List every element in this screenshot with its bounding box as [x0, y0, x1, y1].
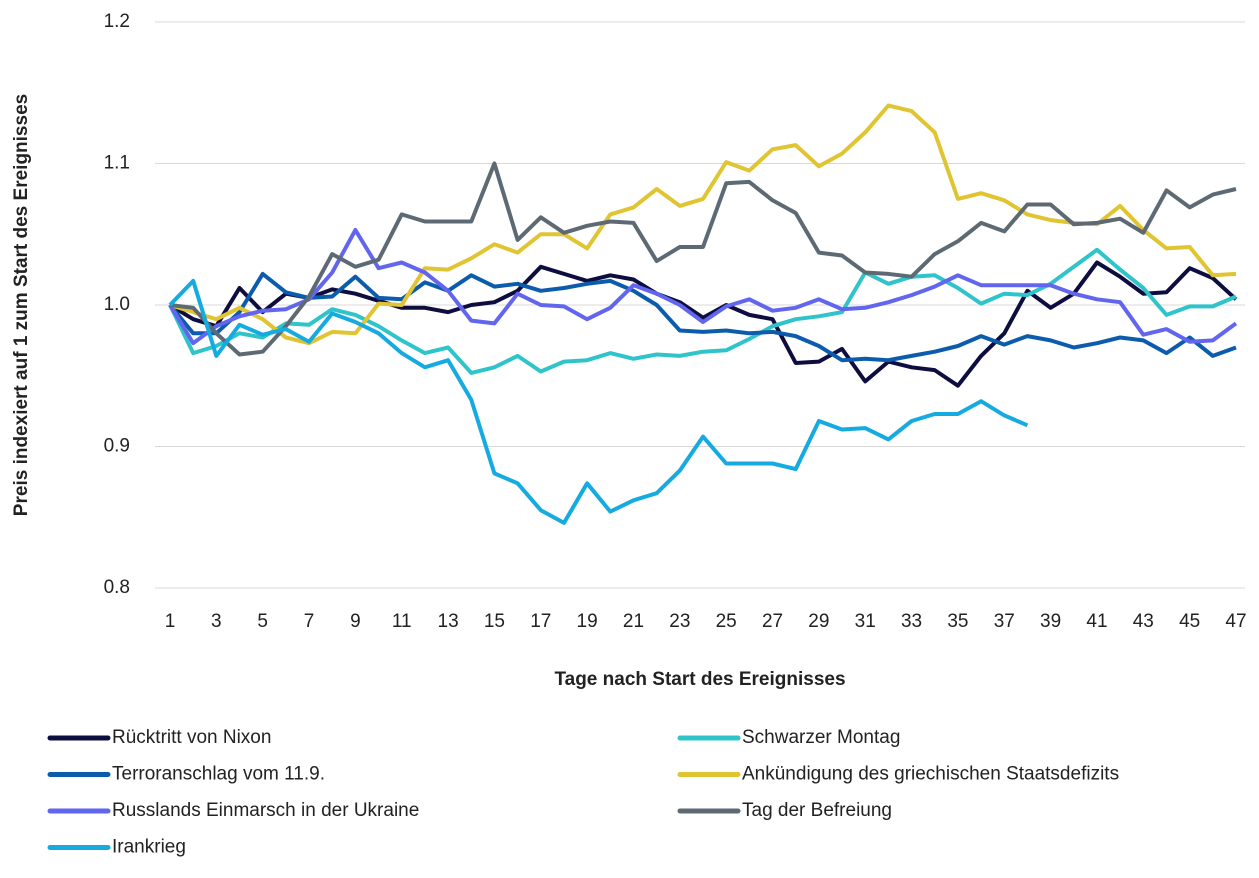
- y-axis-label: Preis indexiert auf 1 zum Start des Erei…: [11, 94, 32, 516]
- legend-label: Rücktritt von Nixon: [112, 727, 271, 748]
- x-tick-label: 5: [257, 611, 268, 632]
- series-line: [168, 247, 1237, 375]
- y-tick-label: 1.0: [104, 294, 130, 315]
- series-line: [168, 278, 1029, 525]
- legend-label: Tag der Befreiung: [742, 800, 892, 821]
- x-tick-label: 41: [1086, 611, 1107, 632]
- y-tick-label: 1.2: [104, 11, 130, 32]
- legend-label: Terroranschlag vom 11.9.: [112, 764, 325, 785]
- y-tick-label: 0.9: [104, 436, 130, 457]
- series-line: [168, 271, 1237, 363]
- x-tick-label: 1: [165, 611, 176, 632]
- x-tick-label: 43: [1133, 611, 1154, 632]
- x-tick-label: 21: [623, 611, 644, 632]
- x-tick-label: 37: [994, 611, 1015, 632]
- series-line: [168, 260, 1238, 388]
- x-tick-label: 15: [484, 611, 505, 632]
- series-line: [168, 228, 1238, 346]
- y-tick-label: 1.1: [104, 153, 130, 174]
- x-tick-label: 27: [762, 611, 783, 632]
- x-tick-label: 47: [1225, 611, 1246, 632]
- x-tick-label: 13: [438, 611, 459, 632]
- x-tick-label: 7: [304, 611, 315, 632]
- series-line: [169, 161, 1237, 357]
- legend-label: Ankündigung des griechischen Staatsdefiz…: [742, 764, 1119, 785]
- x-tick-label: 35: [947, 611, 968, 632]
- y-tick-label: 0.8: [104, 577, 130, 598]
- x-tick-label: 25: [716, 611, 737, 632]
- series-line: [169, 103, 1237, 346]
- x-tick-label: 11: [392, 611, 412, 632]
- x-tick-label: 29: [808, 611, 829, 632]
- x-tick-label: 45: [1179, 611, 1200, 632]
- legend-label: Schwarzer Montag: [742, 727, 900, 748]
- x-tick-label: 39: [1040, 611, 1061, 632]
- legend-label: Russlands Einmarsch in der Ukraine: [112, 800, 419, 821]
- x-tick-label: 3: [211, 611, 222, 632]
- x-tick-label: 19: [577, 611, 598, 632]
- x-tick-label: 33: [901, 611, 922, 632]
- x-tick-label: 31: [855, 611, 876, 632]
- x-tick-label: 23: [669, 611, 690, 632]
- x-axis-label: Tage nach Start des Ereignisses: [554, 669, 845, 690]
- legend-label: Irankrieg: [112, 837, 186, 858]
- x-tick-label: 17: [530, 611, 551, 632]
- x-tick-label: 9: [350, 611, 361, 632]
